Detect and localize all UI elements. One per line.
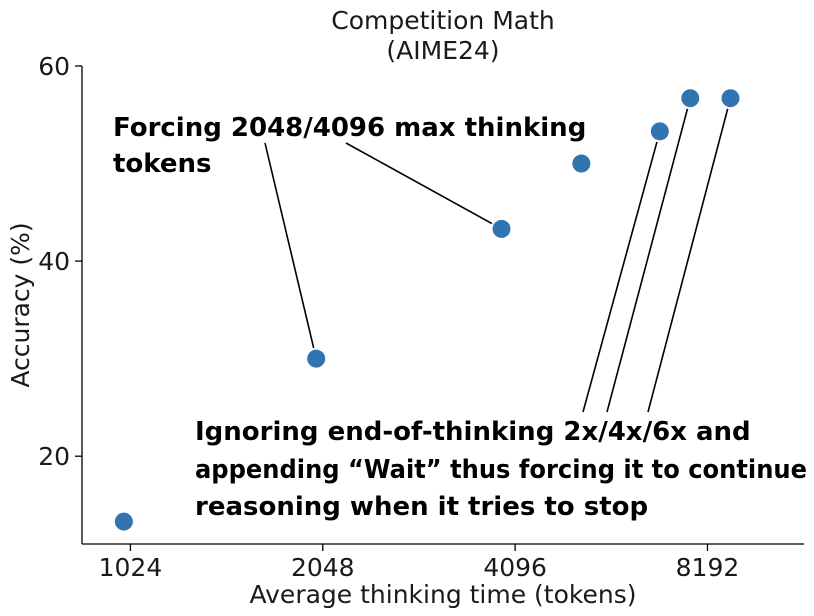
annotation-leader-lines [264, 108, 729, 413]
x-tick-label: 1024 [99, 553, 163, 582]
annotation-leader-line [606, 108, 689, 413]
annotation-ignoring-line1: Ignoring end-of-thinking 2x/4x/6x and [195, 417, 751, 447]
y-tick-label: 40 [38, 247, 70, 276]
x-tick-label: 8192 [676, 553, 740, 582]
annotation-ignoring: Ignoring end-of-thinking 2x/4x/6x and ap… [195, 417, 807, 522]
y-axis-label: Accuracy (%) [6, 222, 35, 387]
annotation-forcing-line2: tokens [113, 149, 212, 179]
data-points [114, 89, 740, 531]
data-point [721, 89, 740, 108]
data-point [650, 122, 669, 141]
annotation-leader-line [264, 142, 315, 349]
y-tick-label: 60 [38, 52, 70, 81]
chart-title-line1: Competition Math [331, 6, 554, 35]
x-axis-label: Average thinking time (tokens) [250, 580, 637, 609]
data-point [572, 154, 591, 173]
data-point [681, 89, 700, 108]
annotation-forcing-line1: Forcing 2048/4096 max thinking [113, 113, 586, 143]
data-point [114, 512, 133, 531]
data-point [307, 349, 326, 368]
annotation-leader-line [647, 108, 729, 413]
annotation-ignoring-line2: appending “Wait” thus forcing it to cont… [195, 455, 807, 485]
x-tick-label: 4096 [483, 553, 547, 582]
annotation-ignoring-line3: reasoning when it tries to stop [195, 492, 648, 522]
annotation-forcing: Forcing 2048/4096 max thinking tokens [113, 113, 586, 179]
annotation-leader-line [345, 142, 493, 225]
data-point [492, 219, 511, 238]
annotation-leader-line [582, 141, 658, 413]
x-tick-label: 2048 [291, 553, 355, 582]
y-tick-label: 20 [38, 442, 70, 471]
y-tick-group: 20 40 60 [38, 52, 82, 471]
chart-title-line2: (AIME24) [386, 36, 499, 65]
x-tick-group: 1024 2048 4096 8192 [99, 544, 740, 582]
